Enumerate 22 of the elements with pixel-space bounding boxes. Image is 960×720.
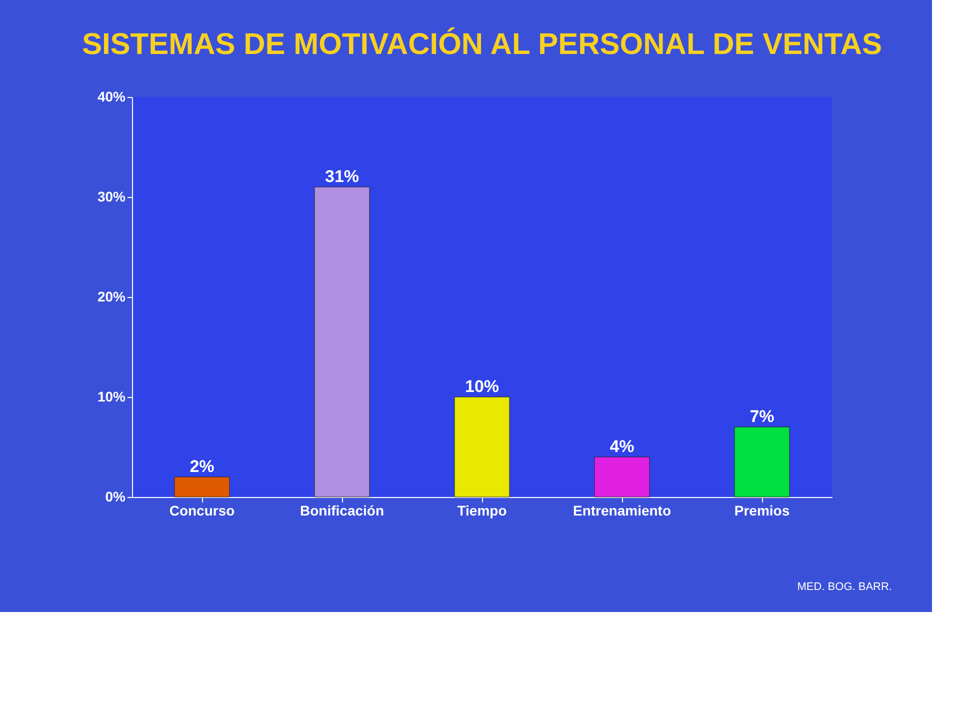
data-label: 10% <box>464 377 500 396</box>
y-tick-label: 30% <box>97 188 126 204</box>
y-tick-label: 40% <box>97 88 126 104</box>
chart-title: SISTEMAS DE MOTIVACIÓN AL PERSONAL DE VENTAS <box>82 27 882 61</box>
bar <box>734 426 790 498</box>
text: MED. BOG. BARR. <box>797 581 892 593</box>
x-tick-label: Premios <box>734 502 790 518</box>
x-tick-label: Entrenamiento <box>572 502 672 518</box>
data-label: 4% <box>610 437 634 456</box>
y-tick-label: 20% <box>97 288 126 304</box>
data-label: 2% <box>190 457 214 476</box>
data-label: 7% <box>750 407 774 426</box>
y-tick-label: 10% <box>97 388 126 404</box>
bar <box>174 476 230 498</box>
x-tick-label: Bonificación <box>300 502 384 518</box>
x-tick-label: Concurso <box>169 502 235 518</box>
bar <box>594 456 650 498</box>
x-tick-label: Tiempo <box>457 502 507 518</box>
bar <box>454 396 510 498</box>
y-tick-label: 0% <box>105 488 126 504</box>
data-label: 31% <box>324 167 360 186</box>
bar <box>314 186 370 498</box>
